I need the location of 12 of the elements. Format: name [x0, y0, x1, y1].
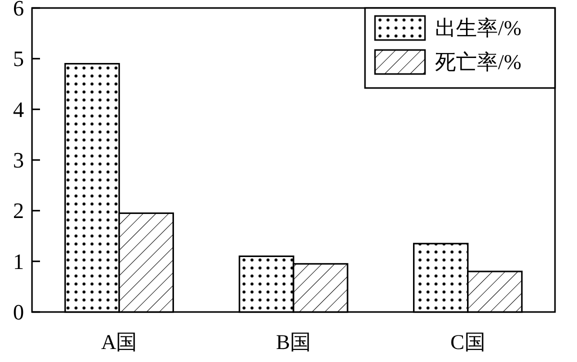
x-tick-label: A国 — [101, 330, 138, 354]
legend-label: 出生率/% — [435, 16, 522, 40]
y-tick-label: 3 — [13, 148, 24, 172]
y-tick-label: 0 — [13, 300, 24, 324]
y-tick-label: 2 — [13, 198, 24, 224]
x-tick-label: B国 — [276, 330, 312, 354]
y-tick-label: 5 — [13, 46, 24, 72]
x-tick-label: C国 — [450, 330, 486, 354]
y-tick-label: 1 — [13, 248, 24, 274]
y-tick-label: 4 — [13, 96, 24, 122]
y-tick-label: 6 — [13, 0, 24, 20]
legend-label: 死亡率/% — [435, 50, 522, 74]
